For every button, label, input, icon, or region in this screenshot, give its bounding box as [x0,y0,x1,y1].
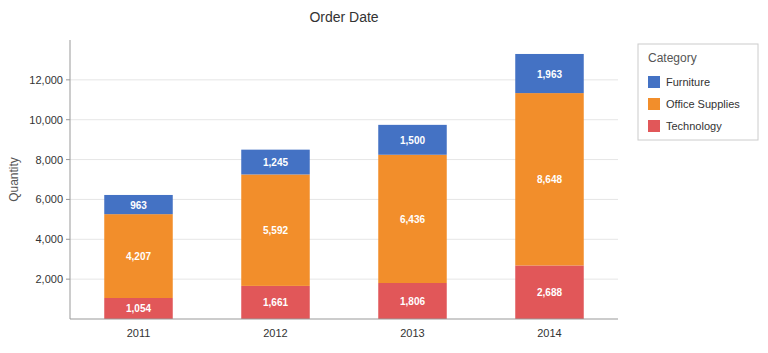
data-label: 2,688 [537,287,562,298]
y-tick [66,239,70,240]
bar-segment [378,125,447,155]
bar-segment [104,298,173,319]
legend-title: Category [648,51,697,65]
data-label: 4,207 [126,251,151,262]
legend: Category Furniture Office Supplies Technolo… [638,44,758,140]
y-tick [66,199,70,200]
data-label: 1,245 [263,157,288,168]
bar-segment [515,265,584,319]
y-tick-label: 4,000 [35,233,63,245]
y-tick-label: 12,000 [29,74,63,86]
bar-segment [515,54,584,93]
bar-segment [104,195,173,214]
x-axis-line [70,319,618,320]
bar-segment [241,174,310,285]
y-tick [66,79,70,80]
bar-segment [378,283,447,319]
legend-entry: Furniture [666,76,710,88]
data-label: 6,436 [400,214,425,225]
y-tick [66,279,70,280]
legend-swatch [648,98,660,110]
bar-segment [515,93,584,265]
data-label: 963 [130,200,147,211]
legend-box [638,44,758,140]
x-tick-label: 2012 [263,327,287,339]
bars [104,54,584,319]
x-tick-label: 2013 [400,327,424,339]
legend-entry: Technology [666,120,722,132]
legend-swatch [648,76,660,88]
y-tick-label: 6,000 [35,193,63,205]
bar-segment [241,150,310,175]
y-tick [66,159,70,160]
bar-segment [241,286,310,319]
data-label: 5,592 [263,225,288,236]
bar-segment [378,155,447,283]
data-label: 1,661 [263,297,288,308]
x-tick-label: 2014 [537,327,561,339]
data-label: 8,648 [537,174,562,185]
y-tick [66,119,70,120]
chart-title: Order Date [309,9,378,25]
y-tick-label: 10,000 [29,114,63,126]
y-axis-line [70,40,71,319]
data-label: 1,054 [126,303,151,314]
bar-segment [104,214,173,298]
data-label: 1,500 [400,135,425,146]
y-tick-label: 8,000 [35,154,63,166]
y-axis-label: Quantity [7,157,21,202]
data-label: 1,806 [400,296,425,307]
x-tick-label: 2011 [127,327,151,339]
legend-entry: Office Supplies [666,98,740,110]
legend-swatch [648,120,660,132]
data-label: 1,963 [537,69,562,80]
y-tick-label: 2,000 [35,273,63,285]
